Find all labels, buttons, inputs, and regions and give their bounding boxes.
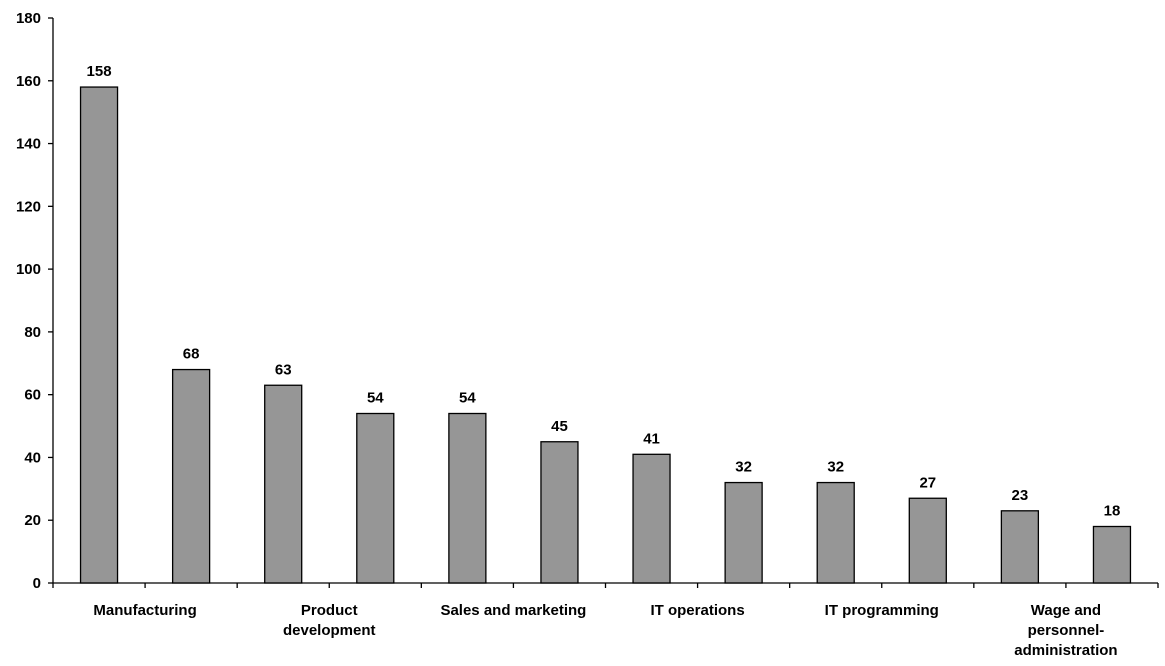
category-labels: Manufacturing Product development Sales and…: [93, 602, 1117, 659]
data-label: 41: [643, 430, 660, 447]
data-label: 54: [367, 390, 384, 407]
y-tick-label: 0: [33, 575, 41, 592]
y-tick-label: 140: [16, 136, 41, 153]
category-label: IT programming: [825, 602, 939, 619]
category-label: Product development: [283, 602, 376, 639]
bar: [171, 368, 211, 584]
y-tick-label: 120: [16, 198, 41, 215]
bar: [264, 384, 303, 584]
data-label: 54: [459, 390, 476, 407]
data-label: 63: [275, 361, 292, 378]
data-label: 18: [1104, 503, 1121, 520]
bar: [632, 453, 671, 584]
x-axis: [52, 582, 1159, 588]
bar: [79, 86, 119, 584]
bar: [724, 481, 763, 584]
y-axis: 0 20 40 60 80 100 120 140 160 180: [16, 10, 54, 592]
data-label: 32: [827, 459, 844, 476]
category-label: IT operations: [650, 602, 744, 619]
category-label: Sales and marketing: [440, 602, 586, 619]
bar: [356, 412, 395, 584]
bar: [1000, 510, 1040, 584]
data-label: 68: [183, 346, 200, 363]
category-label: Wage and personnel-administration: [1014, 602, 1117, 659]
bar: [816, 481, 855, 584]
y-tick-label: 20: [24, 512, 41, 529]
data-label: 32: [735, 459, 752, 476]
bar: [908, 497, 947, 584]
bars: [79, 86, 1132, 584]
y-tick-label: 100: [16, 261, 41, 278]
bar: [448, 412, 487, 584]
data-label: 23: [1012, 487, 1029, 504]
bar: [1092, 525, 1132, 584]
y-tick-label: 60: [24, 387, 41, 404]
data-label: 158: [87, 63, 112, 80]
y-tick-label: 180: [16, 10, 41, 27]
category-label: Manufacturing: [93, 602, 196, 619]
y-tick-label: 80: [24, 324, 41, 341]
bar: [540, 441, 579, 584]
data-label: 27: [919, 474, 936, 491]
y-tick-label: 160: [16, 73, 41, 90]
data-label: 45: [551, 418, 568, 435]
data-labels: 158 68 63 54 54 45 41 32 32 27 23 18: [87, 63, 1121, 519]
y-tick-label: 40: [24, 449, 41, 466]
